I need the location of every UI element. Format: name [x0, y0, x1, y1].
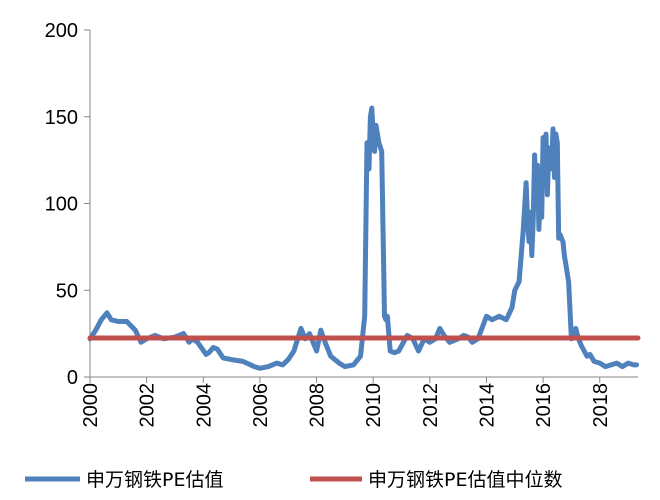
y-tick-label: 50: [56, 280, 78, 302]
x-tick-label: 2008: [307, 383, 329, 428]
x-tick-label: 2018: [590, 383, 612, 428]
y-tick-label: 0: [67, 367, 78, 389]
legend-label-1: 申万钢铁PE估值中位数: [368, 469, 562, 491]
x-tick-label: 2014: [476, 383, 498, 428]
x-tick-label: 2010: [363, 383, 385, 428]
axes: [84, 29, 638, 383]
x-tick-label: 2000: [80, 383, 102, 428]
series-layer: [87, 105, 641, 371]
series-line-0: [87, 105, 640, 371]
y-tick-label: 150: [45, 107, 78, 129]
y-tick-label: 200: [45, 20, 78, 42]
x-tick-label: 2002: [137, 383, 159, 428]
legend-label-0: 申万钢铁PE估值: [86, 469, 223, 491]
x-tick-label: 2006: [250, 383, 272, 428]
legend: 申万钢铁PE估值 申万钢铁PE估值中位数: [25, 469, 562, 491]
x-tick-label: 2004: [193, 383, 215, 428]
tick-labels: 0 50 100 150 200 2000 2002 2004 2006 2008 2010 2012…: [45, 20, 612, 428]
y-tick-label: 100: [45, 194, 78, 216]
x-tick-label: 2012: [420, 383, 442, 428]
x-tick-label: 2016: [533, 383, 555, 428]
